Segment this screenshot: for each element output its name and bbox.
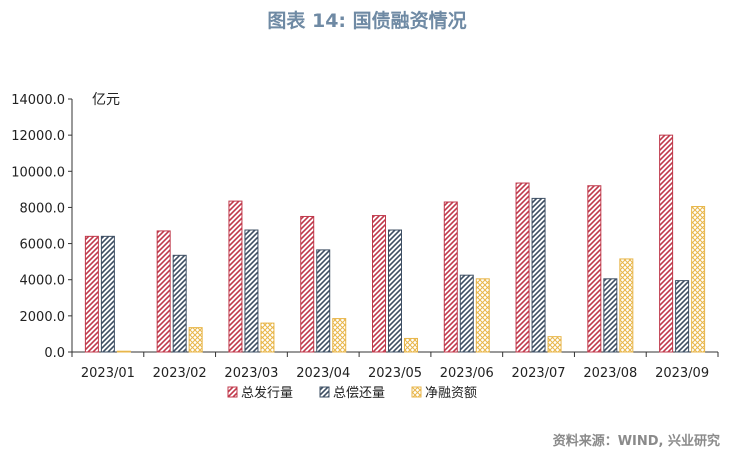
bar-repay-2023/05 [388, 229, 402, 353]
bar-issue-2023/07 [515, 182, 530, 353]
y-tick-label: 8000.0 [20, 201, 66, 216]
bars [84, 134, 706, 353]
x-tick-label: 2023/01 [81, 366, 135, 381]
bar-repay-2023/09 [675, 280, 690, 353]
bar-net-2023/07 [547, 336, 562, 353]
bar-repay-2023/08 [603, 278, 618, 353]
bar-issue-2023/08 [587, 185, 602, 353]
bar-issue-2023/02 [156, 230, 171, 353]
legend-swatch-issue [227, 386, 238, 398]
y-tick-label: 0.0 [44, 346, 65, 361]
chart-title: 图表 14: 国债融资情况 [267, 10, 467, 32]
legend-label-repay: 总偿还量 [333, 386, 385, 401]
x-axis: 2023/01 2023/02 2023/03 2023/04 2023/05 2023/… [71, 351, 719, 381]
x-tick-label: 2023/07 [512, 366, 566, 381]
bar-issue-2023/01 [84, 235, 99, 353]
y-tick-label: 6000.0 [20, 238, 66, 253]
bar-net-2023/03 [260, 322, 275, 353]
bar-net-2023/02 [188, 327, 203, 353]
y-tick-label: 10000.0 [11, 165, 65, 180]
bar-repay-2023/06 [459, 274, 474, 353]
y-tick-label: 14000.0 [11, 93, 65, 108]
bar-issue-2023/03 [228, 200, 243, 353]
bar-net-2023/09 [691, 206, 706, 353]
bar-repay-2023/04 [316, 249, 331, 353]
x-tick-label: 2023/02 [153, 366, 207, 381]
x-tick-label: 2023/05 [368, 366, 422, 381]
y-axis: 0.0 2000.0 4000.0 6000.0 8000.0 10000.0 12000.… [11, 93, 73, 361]
bar-repay-2023/03 [244, 229, 259, 353]
legend-swatch-net [411, 386, 422, 398]
bar-net-2023/06 [475, 278, 490, 353]
x-tick-label: 2023/08 [583, 366, 637, 381]
y-tick-label: 4000.0 [20, 274, 66, 289]
bar-net-2023/01 [116, 350, 131, 353]
source-note: 资料来源：WIND, 兴业研究 [552, 434, 720, 449]
x-tick-label: 2023/06 [440, 366, 494, 381]
bar-net-2023/05 [404, 337, 418, 353]
bar-net-2023/04 [332, 318, 347, 353]
bar-net-2023/08 [619, 258, 634, 353]
y-tick-label: 2000.0 [20, 310, 66, 325]
bar-issue-2023/04 [300, 215, 315, 353]
x-tick-label: 2023/04 [296, 366, 350, 381]
bar-issue-2023/06 [443, 201, 458, 353]
bar-issue-2023/09 [659, 134, 674, 353]
legend: 总发行量 总偿还量 净融资额 [227, 385, 477, 401]
legend-label-net: 净融资额 [425, 386, 477, 401]
x-tick-label: 2023/03 [224, 366, 278, 381]
bar-repay-2023/01 [100, 235, 115, 353]
bar-repay-2023/02 [172, 254, 187, 353]
y-unit-label: 亿元 [92, 92, 120, 108]
x-tick-label: 2023/09 [655, 366, 709, 381]
bar-repay-2023/07 [531, 197, 546, 353]
y-tick-label: 12000.0 [11, 129, 65, 144]
legend-label-issue: 总发行量 [241, 385, 293, 401]
bar-issue-2023/05 [372, 215, 386, 353]
legend-swatch-repay [319, 386, 330, 398]
